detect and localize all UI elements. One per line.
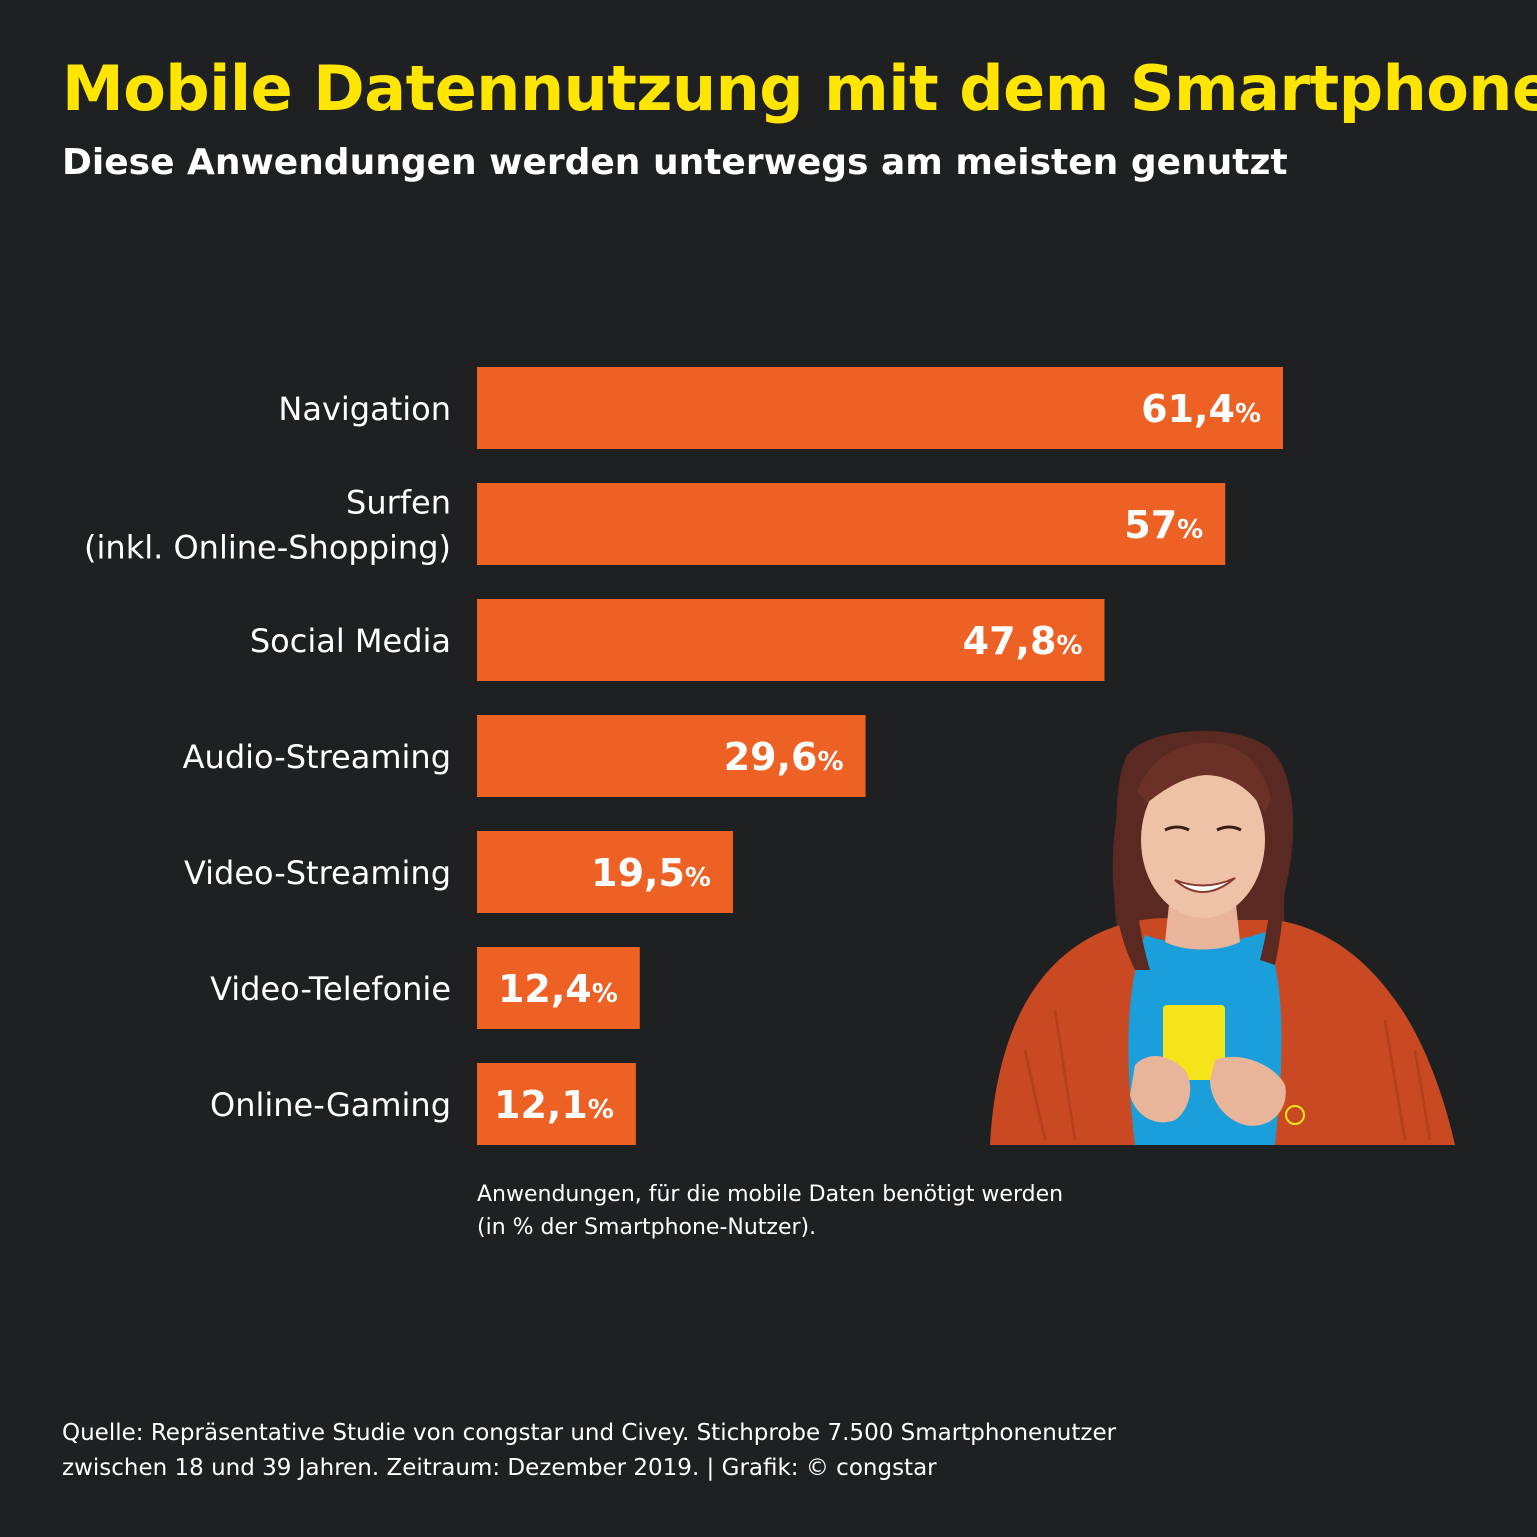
data-label: 47,8%	[963, 619, 1083, 663]
bar	[477, 367, 1283, 449]
data-label: 29,6%	[724, 735, 844, 779]
bar	[477, 831, 733, 913]
bar	[477, 599, 1105, 681]
category-label: Video-Telefonie	[210, 970, 451, 1008]
bar-chart: 61,4% Navigation 57% Surfen (inkl. Online-Sh…	[84, 367, 1283, 1145]
source-line: zwischen 18 und 39 Jahren. Zeitraum: Dez…	[62, 1455, 937, 1481]
data-label: 61,4%	[1141, 387, 1261, 431]
category-label: Audio-Streaming	[183, 738, 451, 776]
chart-caption: Anwendungen, für die mobile Daten benöti…	[477, 1178, 1063, 1244]
caption-line: Anwendungen, für die mobile Daten benöti…	[477, 1182, 1064, 1207]
category-label: Video-Streaming	[184, 854, 451, 892]
data-label: 57%	[1124, 503, 1203, 547]
bar	[477, 715, 866, 797]
category-label: Navigation	[278, 390, 451, 428]
category-label: Surfen	[346, 484, 451, 522]
category-label: Online-Gaming	[210, 1086, 451, 1124]
bar	[477, 947, 640, 1029]
bar	[477, 1063, 636, 1145]
chart-subtitle: Diese Anwendungen werden unterwegs am me…	[62, 142, 1288, 183]
data-label: 12,1%	[494, 1083, 614, 1127]
source-line: Quelle: Repräsentative Studie von congst…	[62, 1420, 1117, 1446]
category-label: (inkl. Online-Shopping)	[84, 529, 451, 567]
caption-line: (in % der Smartphone-Nutzer).	[477, 1215, 817, 1240]
chart-title: Mobile Datennutzung mit dem Smartphone	[62, 52, 1537, 125]
source-note: Quelle: Repräsentative Studie von congst…	[62, 1416, 1116, 1486]
woman-with-smartphone-illustration	[990, 730, 1455, 1145]
category-label: Social Media	[250, 622, 451, 660]
data-label: 19,5%	[591, 851, 711, 895]
bar	[477, 483, 1226, 565]
data-label: 12,4%	[498, 967, 618, 1011]
